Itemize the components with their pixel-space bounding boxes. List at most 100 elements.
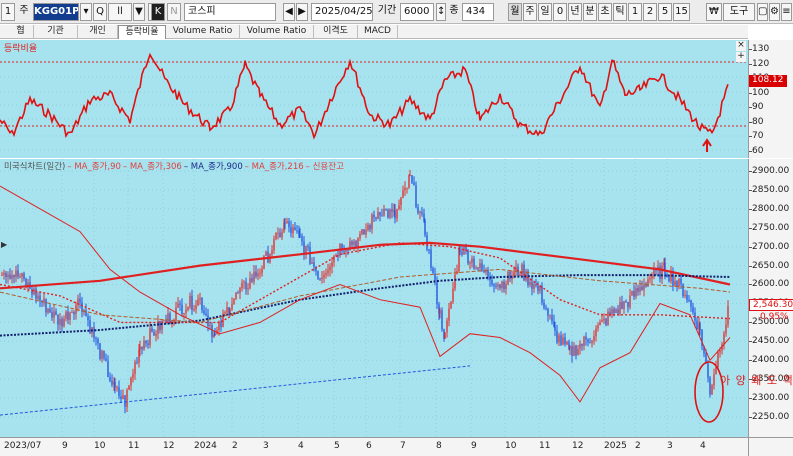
prev-date-icon[interactable]: ◀: [283, 3, 295, 21]
candle-body: [406, 187, 408, 189]
candle-body: [371, 214, 373, 230]
ticker-dropdown-icon[interactable]: ▾: [80, 3, 92, 21]
scroll-left-icon[interactable]: ▶: [1, 240, 8, 249]
legend-entry: – MA_종가,900: [183, 162, 243, 172]
timeframe-button[interactable]: 초: [598, 3, 612, 21]
pane-close-icon[interactable]: ×: [736, 40, 746, 51]
candle-body: [13, 274, 15, 278]
candle-body: [698, 323, 700, 330]
candle-body: [458, 249, 460, 271]
candle-body: [130, 377, 132, 386]
candle-body: [335, 255, 337, 257]
indicator-tab[interactable]: Volume Ratio: [166, 25, 240, 39]
candle-body: [645, 284, 647, 287]
candle-body: [473, 258, 475, 269]
candle-body: [483, 270, 485, 273]
indicator-tab[interactable]: 등락비율: [118, 25, 166, 39]
candle-body: [9, 274, 11, 279]
ratio-pane[interactable]: 등락비율: [0, 40, 748, 158]
btn-n[interactable]: N: [167, 3, 181, 21]
date-input[interactable]: 2025/04/25: [311, 3, 373, 21]
btn-k[interactable]: K: [151, 3, 165, 21]
candle-body: [661, 265, 663, 279]
indicator-tab[interactable]: 이격도: [314, 25, 358, 39]
candle-body: [413, 182, 415, 186]
menu-icon[interactable]: ≡: [781, 3, 792, 21]
candle-body: [292, 227, 294, 234]
candle-body: [674, 281, 676, 286]
candle-body: [571, 346, 573, 356]
candle-body: [643, 284, 645, 290]
y-tick-label: 60: [748, 145, 764, 156]
indicator-tab[interactable]: 협: [8, 25, 34, 39]
y-tick-label: 2850.00: [748, 184, 790, 195]
timeframe-button[interactable]: 틱: [613, 3, 627, 21]
candle-body: [599, 322, 601, 326]
qty-input[interactable]: 434: [462, 3, 494, 21]
candle-body: [1, 274, 3, 276]
candle-body: [345, 249, 347, 252]
candle-body: [247, 287, 249, 290]
candle-body: [558, 335, 560, 343]
timeframe-button[interactable]: 0: [553, 3, 567, 21]
candle-body: [560, 335, 562, 345]
qty-label: 종: [449, 5, 459, 16]
indicator-tab[interactable]: 개인: [78, 25, 118, 39]
interval-button[interactable]: ll: [108, 3, 132, 21]
timeframe-button[interactable]: 2: [643, 3, 657, 21]
candle-body: [355, 241, 357, 248]
currency-button[interactable]: ₩: [706, 3, 722, 21]
candle-body: [680, 278, 682, 284]
candle-body: [85, 310, 87, 317]
timeframe-button[interactable]: 분: [583, 3, 597, 21]
ticker-input[interactable]: KGG01P: [33, 3, 79, 21]
window-icon[interactable]: ▢: [757, 3, 768, 21]
tools-button[interactable]: 도구: [723, 3, 755, 21]
pane-mode-button[interactable]: 1: [1, 3, 15, 21]
candle-body: [635, 287, 637, 297]
index-name-field[interactable]: 코스피: [184, 3, 276, 21]
period-input[interactable]: 6000: [400, 3, 434, 21]
gear-icon[interactable]: ⚙: [769, 3, 780, 21]
candle-body: [463, 246, 465, 255]
period-stepper[interactable]: ↕: [436, 3, 446, 21]
timeframe-button[interactable]: 주: [523, 3, 537, 21]
indicator-tab[interactable]: 기관: [34, 25, 78, 39]
candle-body: [475, 267, 477, 269]
candle-body: [237, 292, 239, 294]
timeframe-button[interactable]: 5: [658, 3, 672, 21]
candle-body: [87, 316, 89, 321]
timeframe-button[interactable]: 일: [538, 3, 552, 21]
price-pane[interactable]: 미국식차트(일간) – MA_종가,90– MA_종가,306– MA_종가,90…: [0, 159, 748, 437]
timeframe-button[interactable]: 1: [628, 3, 642, 21]
candle-body: [448, 308, 450, 321]
timeframe-button[interactable]: 년: [568, 3, 582, 21]
candle-body: [93, 327, 95, 338]
next-date-icon[interactable]: ▶: [296, 3, 308, 21]
candle-body: [199, 297, 201, 300]
candle-body: [7, 274, 9, 277]
chart-type-dropdown-icon[interactable]: ▼: [133, 3, 145, 21]
candle-body: [408, 175, 410, 188]
candle-body: [549, 315, 551, 317]
timeframe-button[interactable]: 월: [508, 3, 522, 21]
search-icon[interactable]: Q: [93, 3, 107, 21]
pane-maximize-icon[interactable]: +: [736, 51, 746, 62]
indicator-tab[interactable]: MACD: [358, 25, 398, 39]
candle-body: [245, 281, 247, 290]
indicator-tab[interactable]: Volume Ratio: [240, 25, 314, 39]
candle-body: [631, 290, 633, 296]
candle-body: [577, 348, 579, 356]
candle-body: [678, 278, 680, 287]
x-tick-label: 2: [232, 441, 238, 451]
candle-body: [415, 185, 417, 208]
candle-body: [670, 271, 672, 282]
candle-body: [396, 208, 398, 219]
ma-306-line: [0, 241, 731, 290]
candle-body: [556, 330, 558, 343]
candle-body: [699, 323, 701, 331]
candle-body: [505, 284, 507, 290]
candle-body: [383, 208, 385, 216]
timeframe-button[interactable]: 15: [673, 3, 690, 21]
candle-body: [452, 288, 454, 302]
